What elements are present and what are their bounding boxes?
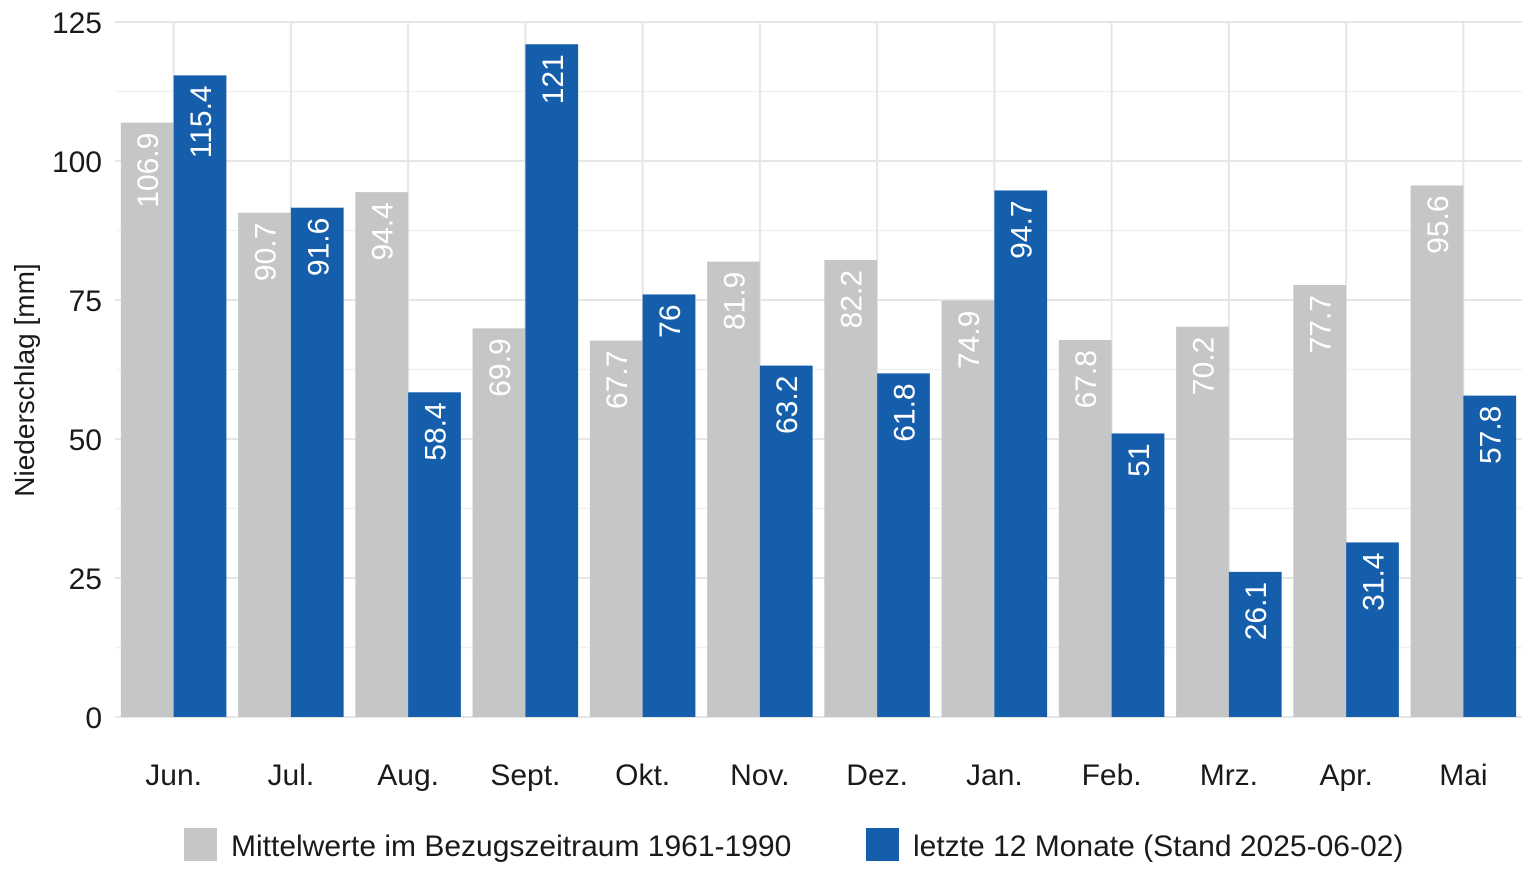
bar-value-label: 63.2 bbox=[771, 376, 804, 434]
bar-reference-mean bbox=[941, 300, 995, 717]
bar-last-12-months bbox=[642, 294, 696, 717]
bar-value-label: 106.9 bbox=[132, 133, 165, 208]
bar-value-label: 77.7 bbox=[1305, 295, 1338, 353]
bar-labels: 106.9 90.7 94.4 69.9 67.7 81.9 82.2 74.9 67.8 70.… bbox=[132, 54, 1508, 640]
legend-label: Mittelwerte im Bezugszeitraum 1961-1990 bbox=[231, 830, 791, 863]
x-tick-label: Okt. bbox=[615, 759, 670, 792]
bar-reference-mean bbox=[1176, 326, 1229, 717]
x-tick-label: Feb. bbox=[1082, 759, 1142, 792]
bar-last-12-months bbox=[173, 75, 227, 718]
bar-last-12-months bbox=[1228, 571, 1282, 717]
x-tick-label: Mrz. bbox=[1200, 759, 1258, 792]
bar-reference-mean bbox=[1410, 185, 1464, 718]
bar-value-label: 82.2 bbox=[836, 270, 869, 328]
bar-reference-mean bbox=[120, 122, 174, 718]
x-tick-label: Sept. bbox=[490, 759, 560, 792]
x-tick-label: Nov. bbox=[730, 759, 789, 792]
bar-value-label: 81.9 bbox=[718, 272, 751, 330]
x-tick-label: Mai bbox=[1439, 759, 1487, 792]
bar-value-label: 26.1 bbox=[1240, 582, 1273, 640]
bar-reference-mean bbox=[589, 340, 643, 717]
y-axis-title: Niederschlag [mm] bbox=[9, 263, 40, 496]
bar-reference-mean bbox=[824, 259, 878, 717]
bar-value-label: 67.7 bbox=[601, 351, 634, 409]
bar-last-12-months bbox=[290, 207, 344, 718]
x-tick-label: Dez. bbox=[846, 759, 908, 792]
bar-value-label: 51 bbox=[1123, 443, 1156, 476]
y-tick-label: 50 bbox=[69, 424, 102, 457]
bar-value-label: 57.8 bbox=[1475, 406, 1508, 464]
x-tick-label: Aug. bbox=[377, 759, 439, 792]
y-tick-label: 125 bbox=[52, 7, 102, 40]
bar-value-label: 31.4 bbox=[1358, 552, 1391, 610]
bar-value-label: 67.8 bbox=[1070, 350, 1103, 408]
y-tick-label: 100 bbox=[52, 146, 102, 179]
bar-value-label: 121 bbox=[537, 54, 570, 104]
bar-value-label: 61.8 bbox=[889, 383, 922, 441]
bar-value-label: 76 bbox=[654, 304, 687, 337]
bar-last-12-months bbox=[1111, 433, 1165, 717]
bar-last-12-months bbox=[525, 44, 579, 718]
bar-reference-mean bbox=[707, 261, 760, 717]
bar-reference-mean bbox=[472, 328, 526, 717]
x-tick-label: Jun. bbox=[145, 759, 202, 792]
bar-value-label: 115.4 bbox=[185, 85, 218, 158]
bar-reference-mean bbox=[355, 192, 409, 718]
legend-label: letzte 12 Monate (Stand 2025-06-02) bbox=[913, 830, 1403, 863]
bar-reference-mean bbox=[1058, 340, 1112, 717]
bar-value-label: 70.2 bbox=[1187, 337, 1220, 395]
bar-last-12-months bbox=[1463, 395, 1517, 717]
bar-last-12-months bbox=[759, 365, 813, 717]
x-tick-label: Apr. bbox=[1319, 759, 1372, 792]
bar-value-label: 58.4 bbox=[420, 402, 453, 460]
bar-last-12-months bbox=[408, 392, 461, 717]
x-tick-label: Jan. bbox=[966, 759, 1023, 792]
x-axis-ticks: Jun. Jul. Aug. Sept. Okt. Nov. Dez. Jan. Feb. Mrz… bbox=[145, 759, 1487, 792]
bar-value-label: 94.4 bbox=[367, 202, 400, 260]
bar-value-label: 94.7 bbox=[1006, 200, 1039, 258]
bar-last-12-months bbox=[994, 190, 1048, 717]
y-tick-label: 0 bbox=[85, 702, 102, 735]
bar-last-12-months bbox=[1346, 542, 1399, 717]
bar-reference-mean bbox=[1293, 284, 1347, 717]
bar-value-label: 90.7 bbox=[249, 223, 282, 281]
legend-swatch-last-12-months bbox=[866, 828, 899, 861]
legend-swatch-reference-mean bbox=[184, 828, 217, 861]
y-tick-label: 75 bbox=[69, 285, 102, 318]
bar-last-12-months bbox=[877, 373, 930, 717]
bars bbox=[120, 44, 1517, 718]
bar-value-label: 95.6 bbox=[1422, 195, 1455, 253]
bar-value-label: 91.6 bbox=[302, 218, 335, 276]
bar-value-label: 74.9 bbox=[953, 311, 986, 369]
y-tick-label: 25 bbox=[69, 563, 102, 596]
bar-reference-mean bbox=[238, 212, 291, 717]
bar-value-label: 69.9 bbox=[484, 338, 517, 396]
x-tick-label: Jul. bbox=[268, 759, 315, 792]
y-axis-ticks: 0 25 50 75 100 125 bbox=[52, 7, 102, 735]
legend: Mittelwerte im Bezugszeitraum 1961-1990 l… bbox=[184, 828, 1403, 863]
